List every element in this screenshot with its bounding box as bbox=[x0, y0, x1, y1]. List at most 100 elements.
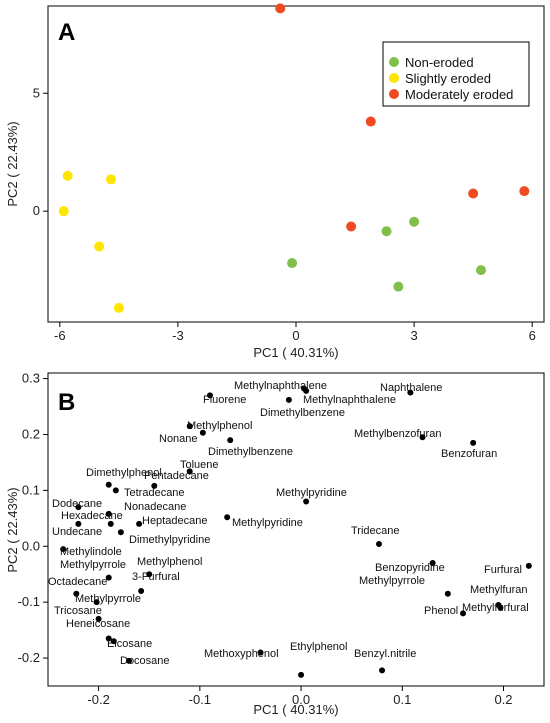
panel-a-x-axis: -6 -3 0 3 6 bbox=[54, 322, 536, 343]
point-methylpyridine bbox=[303, 498, 310, 505]
point-methylnaphthalene bbox=[303, 387, 310, 394]
panel-a-x-tick-label: -6 bbox=[54, 328, 66, 343]
point-tetradecane bbox=[112, 487, 119, 494]
point-slightly-eroded bbox=[94, 241, 105, 252]
point-label: Eicosane bbox=[107, 638, 152, 650]
point-benzofuran bbox=[470, 439, 477, 446]
point-label: Benzyl.nitrile bbox=[354, 648, 416, 660]
point-methylphenol bbox=[146, 571, 153, 578]
point-ethylphenol bbox=[298, 671, 305, 678]
point-moderately-eroded bbox=[275, 3, 286, 14]
point-benzopyridine bbox=[429, 560, 436, 567]
point-label: Fluorene bbox=[203, 394, 246, 406]
point-dimethylbenzene bbox=[227, 437, 234, 444]
point-heneicosane bbox=[105, 635, 112, 642]
point-hexadecane bbox=[75, 520, 82, 527]
panel-a-x-tick-label: 3 bbox=[410, 328, 417, 343]
point-pentadecane bbox=[151, 482, 158, 489]
panel-a-x-tick-label: 0 bbox=[292, 328, 299, 343]
point-label: Benzopyridine bbox=[375, 562, 445, 574]
panel-b-x-axis: -0.2 -0.1 0.0 0.1 0.2 bbox=[87, 686, 513, 707]
point-label: Dimethylbenzene bbox=[260, 407, 345, 419]
point-methylpyrrole bbox=[444, 590, 451, 597]
point-methylfurfural bbox=[495, 601, 502, 608]
panel-b-y-tick-label: 0.2 bbox=[22, 426, 40, 441]
panel-b-points bbox=[60, 385, 532, 678]
point-label: Methylphenol bbox=[187, 420, 252, 432]
point-label: Toluene bbox=[180, 459, 219, 471]
point-slightly-eroded bbox=[105, 174, 116, 185]
point-dodecane bbox=[75, 504, 82, 511]
point-toluene bbox=[186, 468, 193, 475]
panel-b-label: B bbox=[58, 389, 75, 416]
panel-b-x-tick-label: 0.1 bbox=[393, 692, 411, 707]
panel-b-x-tick-label: 0.0 bbox=[292, 692, 310, 707]
point-label: Dimethylpyridine bbox=[129, 534, 210, 546]
point-dimethylpyridine bbox=[117, 529, 124, 536]
panel-b-y-tick-label: 0.1 bbox=[22, 482, 40, 497]
panel-b-y-tick-label: 0.3 bbox=[22, 371, 40, 386]
point-heptadecane bbox=[136, 520, 143, 527]
panel-b-y-tick-label: 0.0 bbox=[22, 538, 40, 553]
panel-a-y-tick-label: 5 bbox=[33, 85, 40, 100]
panel-b-y-axis: -0.2 -0.1 0.0 0.1 0.2 0.3 bbox=[18, 371, 48, 665]
point-moderately-eroded bbox=[468, 188, 479, 199]
panel-b-point-labels: Methylnaphthalene Fluorene Methylnaphtha… bbox=[48, 380, 529, 667]
point-methylpyrrole bbox=[105, 574, 112, 581]
point-tricosane bbox=[95, 615, 102, 622]
panel-b-x-label: PC1 ( 40.31%) bbox=[253, 702, 338, 717]
point-benzyl-nitrile bbox=[379, 667, 386, 674]
legend-marker-non-eroded bbox=[389, 57, 399, 67]
point-octadecane bbox=[73, 590, 80, 597]
point-label: Methylpyridine bbox=[232, 517, 303, 529]
point-nonane bbox=[199, 429, 206, 436]
legend-label-slightly-eroded: Slightly eroded bbox=[405, 71, 491, 86]
point-label: Methoxyphenol bbox=[204, 648, 279, 660]
point-dimethylphenol bbox=[105, 481, 112, 488]
point-label: Benzofuran bbox=[441, 448, 497, 460]
panel-a-x-tick-label: -3 bbox=[172, 328, 184, 343]
point-non-eroded bbox=[409, 216, 420, 227]
panel-b-x-tick-label: -0.2 bbox=[87, 692, 109, 707]
point-non-eroded bbox=[393, 281, 404, 292]
point-moderately-eroded bbox=[346, 221, 357, 232]
point-moderately-eroded bbox=[519, 186, 530, 197]
point-label: Heptadecane bbox=[142, 515, 207, 527]
point-label: Methylfuran bbox=[470, 584, 527, 596]
point-methylpyridine bbox=[224, 514, 231, 521]
panel-a-label: A bbox=[58, 19, 75, 46]
point-fluorene bbox=[206, 392, 213, 399]
point-label: Methylbenzofuran bbox=[354, 428, 441, 440]
point-label: Ethylphenol bbox=[290, 641, 348, 653]
panel-a-plot: A -6 -3 0 3 6 05 PC1 ( 40.31%) PC2 ( 22.43%)… bbox=[5, 3, 545, 360]
point-methylphenol bbox=[186, 423, 193, 430]
point-slightly-eroded bbox=[58, 206, 69, 217]
point-slightly-eroded bbox=[62, 170, 73, 181]
point-label: Methylnaphthalene bbox=[234, 380, 327, 392]
point-tridecane bbox=[376, 541, 383, 548]
point-label: Methylfurfural bbox=[462, 602, 529, 614]
panel-b-x-tick-label: -0.1 bbox=[189, 692, 211, 707]
point-label: Dimethylphenol bbox=[86, 467, 162, 479]
legend: Non-eroded Slightly eroded Moderately er… bbox=[382, 41, 530, 107]
point-label: Hexadecane bbox=[61, 510, 123, 522]
panel-a-x-tick-label: 6 bbox=[529, 328, 536, 343]
point-methylpyrrole bbox=[93, 599, 100, 606]
panel-a-y-tick-label: 0 bbox=[33, 203, 40, 218]
legend-label-non-eroded: Non-eroded bbox=[405, 55, 474, 70]
point-non-eroded bbox=[476, 265, 487, 276]
point-non-eroded bbox=[381, 226, 392, 237]
point-non-eroded bbox=[287, 258, 298, 269]
legend-box bbox=[382, 41, 530, 107]
panel-b-x-tick-label: 0.2 bbox=[494, 692, 512, 707]
point-label: Methylpyrrole bbox=[359, 575, 425, 587]
point-label: Methylpyrrole bbox=[75, 593, 141, 605]
legend-marker-moderately-eroded bbox=[389, 89, 399, 99]
panel-a-y-axis: 05 bbox=[33, 85, 48, 218]
legend-marker-slightly-eroded bbox=[389, 73, 399, 83]
point-docosane bbox=[125, 657, 132, 664]
point-label: Heneicosane bbox=[66, 618, 130, 630]
point-phenol bbox=[460, 610, 467, 617]
point-label: Furfural bbox=[484, 564, 522, 576]
point-label: Undecane bbox=[52, 526, 102, 538]
